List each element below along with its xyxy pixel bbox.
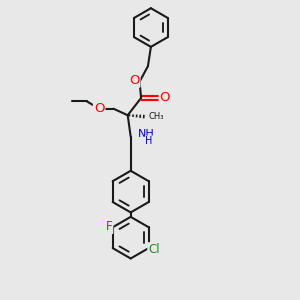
Text: O: O	[160, 92, 170, 104]
Text: H: H	[146, 136, 153, 146]
Text: NH: NH	[138, 129, 154, 139]
Text: O: O	[129, 74, 140, 87]
Text: F: F	[106, 220, 112, 233]
Text: Cl: Cl	[148, 243, 160, 256]
Text: O: O	[94, 102, 104, 115]
Text: CH₃: CH₃	[148, 112, 164, 121]
